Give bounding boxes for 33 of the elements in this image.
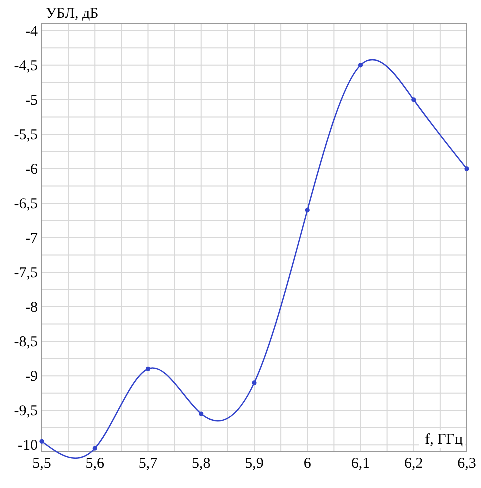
y-tick-label: -9 (26, 369, 38, 386)
point (146, 366, 151, 372)
point (40, 439, 44, 444)
point (412, 98, 416, 102)
y-tick-label: -7 (26, 231, 38, 247)
y-tick-label: -9,5 (14, 404, 38, 420)
y-tick-label: -8,5 (14, 334, 38, 351)
y-tick-label: -7,5 (14, 266, 38, 282)
y-tick-label: -5 (26, 92, 38, 109)
y-tick-label: -10 (18, 438, 38, 454)
x-tick-label: 5,6 (86, 456, 105, 472)
y-tick-label: -4 (26, 24, 38, 40)
point (199, 412, 204, 416)
x-tick-label: 5,7 (138, 456, 158, 472)
x-tick-label: 6,1 (351, 456, 370, 472)
x-axis-title: f, ГГц (425, 432, 463, 448)
x-tick-label: 5,9 (245, 456, 264, 472)
point (92, 446, 98, 451)
point (252, 380, 257, 386)
x-tick-label: 5,5 (32, 456, 52, 472)
y-tick-label: -5,5 (14, 127, 38, 144)
x-tick-label: 5,8 (192, 456, 211, 472)
point (358, 63, 364, 68)
y-axis-title: УБЛ, дБ (46, 6, 99, 22)
x-tick-label: 6 (304, 456, 312, 472)
y-tick-label: -6 (26, 162, 38, 178)
x-tick-label: 6,2 (404, 456, 424, 472)
y-tick-label: -6,5 (14, 196, 38, 212)
point (305, 208, 310, 213)
point (464, 166, 470, 172)
x-tick-label: 6,3 (458, 456, 476, 472)
y-tick-label: -4,5 (14, 58, 38, 74)
y-tick-label: -8 (26, 300, 38, 316)
